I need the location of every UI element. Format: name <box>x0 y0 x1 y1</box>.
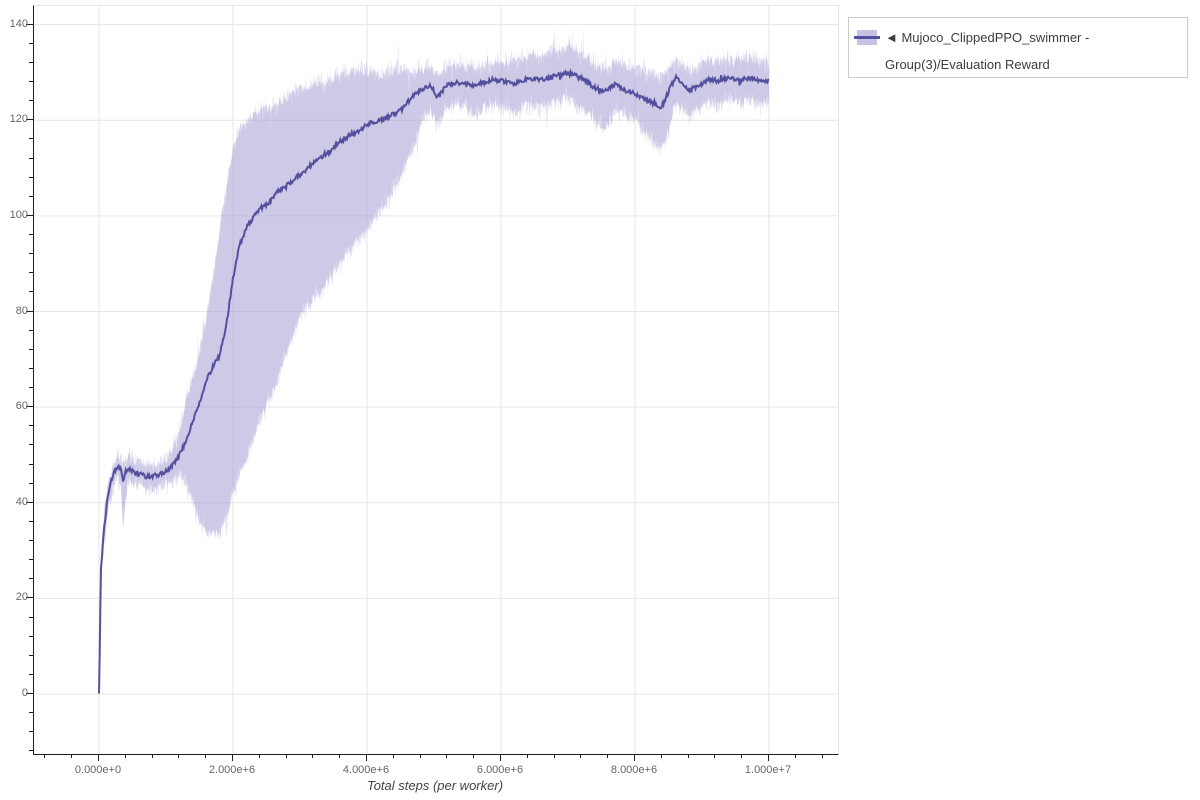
y-major-tick <box>26 119 33 121</box>
y-minor-tick <box>29 520 33 522</box>
x-minor-tick <box>607 754 609 758</box>
x-minor-tick <box>687 754 689 758</box>
y-minor-tick <box>29 329 33 331</box>
x-minor-tick <box>205 754 207 758</box>
x-tick-label: 4.000e+6 <box>342 764 390 776</box>
x-minor-tick <box>258 754 260 758</box>
plot-svg <box>34 6 838 754</box>
y-minor-tick <box>29 348 33 350</box>
x-minor-tick <box>553 754 555 758</box>
x-minor-tick <box>714 754 716 758</box>
x-tick-label: 8.000e+6 <box>610 764 658 776</box>
gridlines <box>34 6 838 754</box>
line-swatch <box>854 36 880 39</box>
legend-item-reward[interactable]: ◄ Mujoco_ClippedPPO_swimmer - Group(3)/E… <box>849 18 1187 77</box>
reward-mean-line <box>98 68 770 694</box>
x-minor-tick <box>446 754 448 758</box>
y-tick-label: 120 <box>9 113 28 126</box>
y-minor-tick <box>29 387 33 388</box>
x-major-tick <box>231 754 233 761</box>
y-minor-tick <box>29 157 33 159</box>
x-major-tick <box>97 754 99 761</box>
x-minor-tick <box>71 754 73 758</box>
y-minor-tick <box>29 253 33 255</box>
y-minor-tick <box>29 176 33 178</box>
y-tick-label: 20 <box>15 591 28 604</box>
y-minor-tick <box>29 654 33 656</box>
x-minor-tick <box>339 754 341 758</box>
x-axis-title: Total steps (per worker) <box>366 778 504 793</box>
x-tick-label: 6.000e+6 <box>476 764 524 776</box>
x-tick-label: 1.000e+7 <box>744 764 792 776</box>
y-major-tick <box>26 501 33 503</box>
x-minor-tick <box>660 754 662 758</box>
x-minor-tick <box>473 754 475 758</box>
x-minor-tick <box>312 754 314 758</box>
y-minor-tick <box>29 100 33 102</box>
y-tick-label: 80 <box>15 304 28 317</box>
y-major-tick <box>26 692 33 694</box>
y-major-tick <box>26 406 33 408</box>
reward-band <box>99 28 769 704</box>
x-major-tick <box>633 754 635 761</box>
y-major-tick <box>26 23 33 25</box>
series-swatch <box>854 30 880 45</box>
y-minor-tick <box>29 750 33 752</box>
legend-label: ◄ Mujoco_ClippedPPO_swimmer - Group(3)/E… <box>885 30 1090 72</box>
y-minor-tick <box>29 444 33 446</box>
y-minor-tick <box>29 463 33 465</box>
y-major-tick <box>26 597 33 599</box>
x-minor-tick <box>44 754 46 758</box>
y-minor-tick <box>29 559 33 561</box>
legend: ◄ Mujoco_ClippedPPO_swimmer - Group(3)/E… <box>848 17 1188 78</box>
x-minor-tick <box>580 754 582 758</box>
y-minor-tick <box>29 61 33 63</box>
x-tick-label: 0.000e+0 <box>74 764 122 776</box>
y-minor-tick <box>29 731 33 733</box>
y-minor-tick <box>29 540 33 541</box>
y-minor-tick <box>29 635 33 637</box>
y-minor-tick <box>29 712 33 714</box>
x-tick-label: 2.000e+6 <box>208 764 256 776</box>
y-tick-label: 100 <box>9 208 28 221</box>
x-major-tick <box>365 754 367 761</box>
y-tick-label: 60 <box>15 400 28 413</box>
x-minor-tick <box>794 754 796 758</box>
x-minor-tick <box>178 754 180 758</box>
y-major-tick <box>26 310 33 312</box>
y-minor-tick <box>29 367 33 369</box>
x-minor-tick <box>285 754 287 758</box>
x-minor-tick <box>124 754 126 758</box>
x-major-tick <box>767 754 769 761</box>
y-tick-label: 140 <box>9 17 28 30</box>
y-minor-tick <box>29 291 33 293</box>
y-minor-tick <box>29 425 33 427</box>
x-minor-tick <box>151 754 153 758</box>
x-minor-tick <box>526 754 528 758</box>
y-minor-tick <box>29 272 33 274</box>
y-minor-tick <box>29 42 33 44</box>
x-minor-tick <box>419 754 421 758</box>
y-minor-tick <box>29 616 33 618</box>
y-minor-tick <box>29 81 33 83</box>
y-minor-tick <box>29 673 33 675</box>
y-minor-tick <box>29 195 33 197</box>
y-minor-tick <box>29 138 33 140</box>
y-minor-tick <box>29 482 33 484</box>
x-minor-tick <box>821 754 823 758</box>
y-major-tick <box>26 214 33 216</box>
y-minor-tick <box>29 234 33 235</box>
x-major-tick <box>499 754 501 761</box>
x-minor-tick <box>741 754 743 758</box>
y-tick-label: 0 <box>21 686 28 699</box>
plot-area[interactable] <box>33 5 839 755</box>
y-tick-label: 40 <box>15 495 28 508</box>
y-minor-tick <box>29 578 33 580</box>
x-minor-tick <box>392 754 394 758</box>
